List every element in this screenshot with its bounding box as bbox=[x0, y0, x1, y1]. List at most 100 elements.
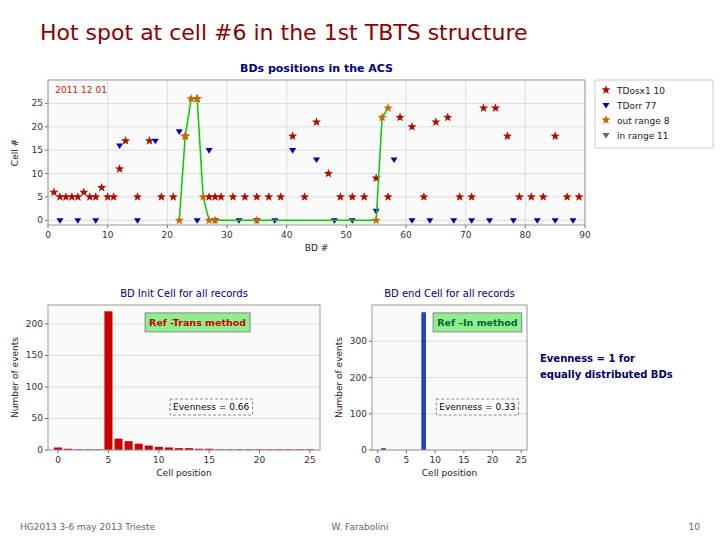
tick-label: 200 bbox=[26, 319, 43, 329]
figure-text: HG2013 3-6 may 2013 Trieste bbox=[20, 522, 155, 532]
figure-title: Hot spot at cell #6 in the 1st TBTS stru… bbox=[40, 20, 528, 45]
point bbox=[574, 192, 583, 201]
grid-line bbox=[406, 80, 407, 225]
point bbox=[181, 131, 190, 140]
point bbox=[116, 143, 123, 149]
point bbox=[92, 218, 99, 224]
grid-line bbox=[48, 173, 585, 174]
legend-entry: in range 11 bbox=[617, 131, 669, 141]
annotation: Evenness = 0.66 bbox=[170, 399, 252, 415]
plot-frame bbox=[372, 305, 527, 450]
tick-label: 80 bbox=[520, 230, 532, 240]
line bbox=[179, 99, 388, 221]
grid-line bbox=[48, 418, 320, 419]
point bbox=[467, 192, 476, 201]
tick-label: 10 bbox=[429, 455, 441, 465]
y-label: Number of events bbox=[334, 337, 344, 418]
point bbox=[408, 218, 415, 224]
legend-marker bbox=[603, 103, 610, 109]
point bbox=[419, 192, 428, 201]
grid-line bbox=[227, 80, 228, 225]
point bbox=[384, 103, 393, 112]
x-label: Cell position bbox=[156, 468, 211, 478]
annotation-box bbox=[170, 399, 252, 415]
legend-marker bbox=[603, 133, 610, 139]
point bbox=[252, 192, 261, 201]
bar bbox=[125, 441, 133, 450]
figure-text: Evenness = 1 for bbox=[540, 353, 635, 364]
grid-line bbox=[48, 150, 585, 151]
grid-line bbox=[107, 80, 108, 225]
point bbox=[503, 131, 512, 140]
point bbox=[240, 192, 249, 201]
plot-frame bbox=[48, 80, 585, 225]
legend-entry: TDosx1 10 bbox=[616, 86, 665, 96]
tick-label: 40 bbox=[281, 230, 293, 240]
point bbox=[378, 113, 387, 122]
bar bbox=[145, 446, 153, 450]
point bbox=[563, 192, 572, 201]
data-layer bbox=[54, 311, 314, 450]
point bbox=[539, 192, 548, 201]
tick-label: 15 bbox=[32, 145, 43, 155]
point bbox=[360, 192, 369, 201]
point bbox=[145, 136, 154, 145]
bar bbox=[421, 312, 426, 450]
point bbox=[49, 187, 58, 196]
point bbox=[551, 131, 560, 140]
tick-label: 25 bbox=[516, 455, 527, 465]
point bbox=[468, 218, 475, 224]
point bbox=[157, 192, 166, 201]
tick-label: 5 bbox=[404, 455, 410, 465]
point bbox=[372, 216, 381, 225]
annotation-box bbox=[436, 399, 518, 415]
tick-label: 0 bbox=[55, 455, 61, 465]
point bbox=[443, 113, 452, 122]
tick-label: 0 bbox=[37, 215, 43, 225]
tick-label: 10 bbox=[32, 169, 44, 179]
point bbox=[552, 218, 559, 224]
tick-label: 20 bbox=[254, 455, 266, 465]
tick-label: 50 bbox=[32, 413, 44, 423]
y-label: Number of events bbox=[10, 337, 20, 418]
grid-line bbox=[346, 80, 347, 225]
point bbox=[91, 192, 100, 201]
plot-area bbox=[372, 305, 527, 450]
annotation: Ref –In method bbox=[433, 313, 522, 332]
data-layer bbox=[49, 94, 583, 224]
point bbox=[515, 192, 524, 201]
point bbox=[395, 113, 404, 122]
tick-label: 15 bbox=[203, 455, 214, 465]
annotation-text: Evenness = 0.33 bbox=[439, 402, 515, 412]
tick-label: 10 bbox=[153, 455, 165, 465]
tick-label: 150 bbox=[26, 350, 43, 360]
point bbox=[313, 157, 320, 163]
point bbox=[152, 139, 159, 145]
point bbox=[193, 94, 202, 103]
annotation-box bbox=[433, 313, 522, 332]
tick-label: 5 bbox=[37, 192, 43, 202]
legend: TDosx1 10TDorr 77out range 8in range 11 bbox=[595, 80, 713, 148]
point bbox=[211, 216, 220, 225]
point bbox=[216, 192, 225, 201]
legend-box bbox=[595, 80, 713, 148]
point bbox=[74, 218, 81, 224]
tick-label: 0 bbox=[375, 455, 381, 465]
point bbox=[450, 218, 457, 224]
tick-label: 25 bbox=[32, 98, 43, 108]
point bbox=[79, 187, 88, 196]
annotation-text: 2011 12 01 bbox=[55, 85, 107, 95]
point bbox=[486, 218, 493, 224]
point bbox=[312, 117, 321, 126]
annotation: 2011 12 01 bbox=[55, 85, 107, 95]
grid-line bbox=[48, 386, 320, 387]
point bbox=[479, 103, 488, 112]
tick-label: 100 bbox=[350, 409, 367, 419]
annotation-text: Evenness = 0.66 bbox=[173, 402, 249, 412]
plot-area bbox=[48, 80, 585, 225]
chart-scatter: 05101520250102030405060708090BDs positio… bbox=[10, 62, 713, 253]
tick-label: 10 bbox=[102, 230, 114, 240]
point bbox=[252, 216, 261, 225]
chart-title: BDs positions in the ACS bbox=[240, 62, 393, 75]
legend-entry: TDorr 77 bbox=[616, 101, 657, 111]
